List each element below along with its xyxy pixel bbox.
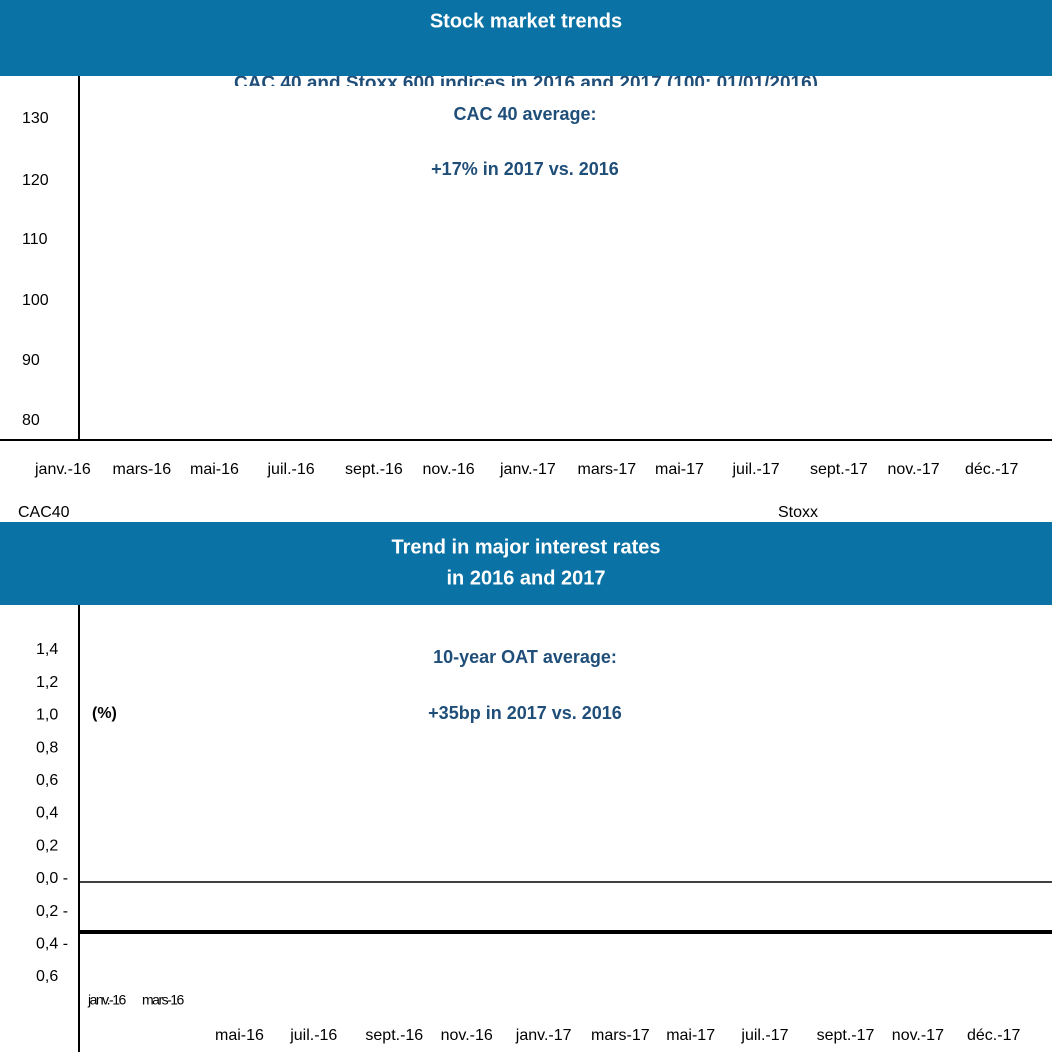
y-tick-label: 0,6: [36, 968, 58, 985]
legend-entry: CAC40: [18, 504, 70, 521]
y-tick-label: 110: [22, 231, 48, 248]
title: Trend in major interest rates: [392, 536, 661, 558]
unit-label: (%): [92, 705, 117, 722]
y-tick-label: 90: [22, 352, 40, 369]
x-tick-label: nov.-16: [441, 1027, 493, 1044]
header-bar: [0, 0, 1052, 76]
x-tick-label: nov.-17: [892, 1027, 944, 1044]
x-tick-label: juil.-17: [732, 461, 780, 478]
x-tick-label: sept.-17: [817, 1027, 875, 1044]
x-tick-label: sept.-16: [345, 461, 403, 478]
x-tick-label: juil.-16: [267, 461, 315, 478]
y-tick-label: 1,4: [36, 641, 58, 658]
x-tick-label: sept.-16: [365, 1027, 423, 1044]
x-tick-label: mai-17: [655, 461, 704, 478]
y-tick-label: 80: [22, 412, 40, 429]
x-tick-label: janv.-16: [87, 992, 126, 1008]
x-tick-label: juil.-17: [740, 1027, 788, 1044]
x-tick-label: mai-17: [666, 1027, 715, 1044]
x-tick-label: mars-16: [142, 992, 185, 1008]
x-tick-label: janv.-17: [515, 1027, 572, 1044]
y-tick-label: 100: [22, 292, 49, 309]
annotation: +35bp in 2017 vs. 2016: [428, 703, 622, 723]
y-tick-label: 0,4 -: [36, 936, 68, 953]
x-tick-label: déc.-17: [965, 461, 1018, 478]
x-tick-label: mars-16: [113, 461, 172, 478]
y-tick-label: 0,8: [36, 739, 58, 756]
header-bar: [0, 522, 1052, 605]
x-tick-label: mars-17: [591, 1027, 650, 1044]
y-tick-label: 120: [22, 172, 49, 189]
legend-entry: Stoxx: [778, 504, 818, 521]
x-tick-label: janv.-16: [34, 461, 91, 478]
x-tick-label: mai-16: [190, 461, 239, 478]
x-tick-label: mai-16: [215, 1027, 264, 1044]
annotation: 10-year OAT average:: [433, 647, 617, 667]
x-tick-label: janv.-17: [499, 461, 556, 478]
annotation: CAC 40 average:: [453, 104, 596, 124]
x-tick-label: nov.-17: [888, 461, 940, 478]
y-tick-label: 0,2 -: [36, 903, 68, 920]
plot-area: [80, 86, 1052, 440]
y-tick-label: 0,4: [36, 805, 58, 822]
title: in 2016 and 2017: [447, 567, 606, 589]
y-tick-label: 1,0: [36, 707, 58, 724]
x-tick-label: mars-17: [578, 461, 637, 478]
y-tick-label: 0,0 -: [36, 870, 68, 887]
x-tick-label: sept.-17: [810, 461, 868, 478]
x-tick-label: juil.-16: [289, 1027, 337, 1044]
y-tick-label: 130: [22, 110, 49, 127]
annotation: +17% in 2017 vs. 2016: [431, 159, 619, 179]
title: Stock market trends: [430, 10, 622, 32]
y-tick-label: 0,6: [36, 772, 58, 789]
x-tick-label: déc.-17: [967, 1027, 1020, 1044]
y-tick-label: 0,2: [36, 837, 58, 854]
x-tick-label: nov.-16: [423, 461, 475, 478]
y-tick-label: 1,2: [36, 674, 58, 691]
